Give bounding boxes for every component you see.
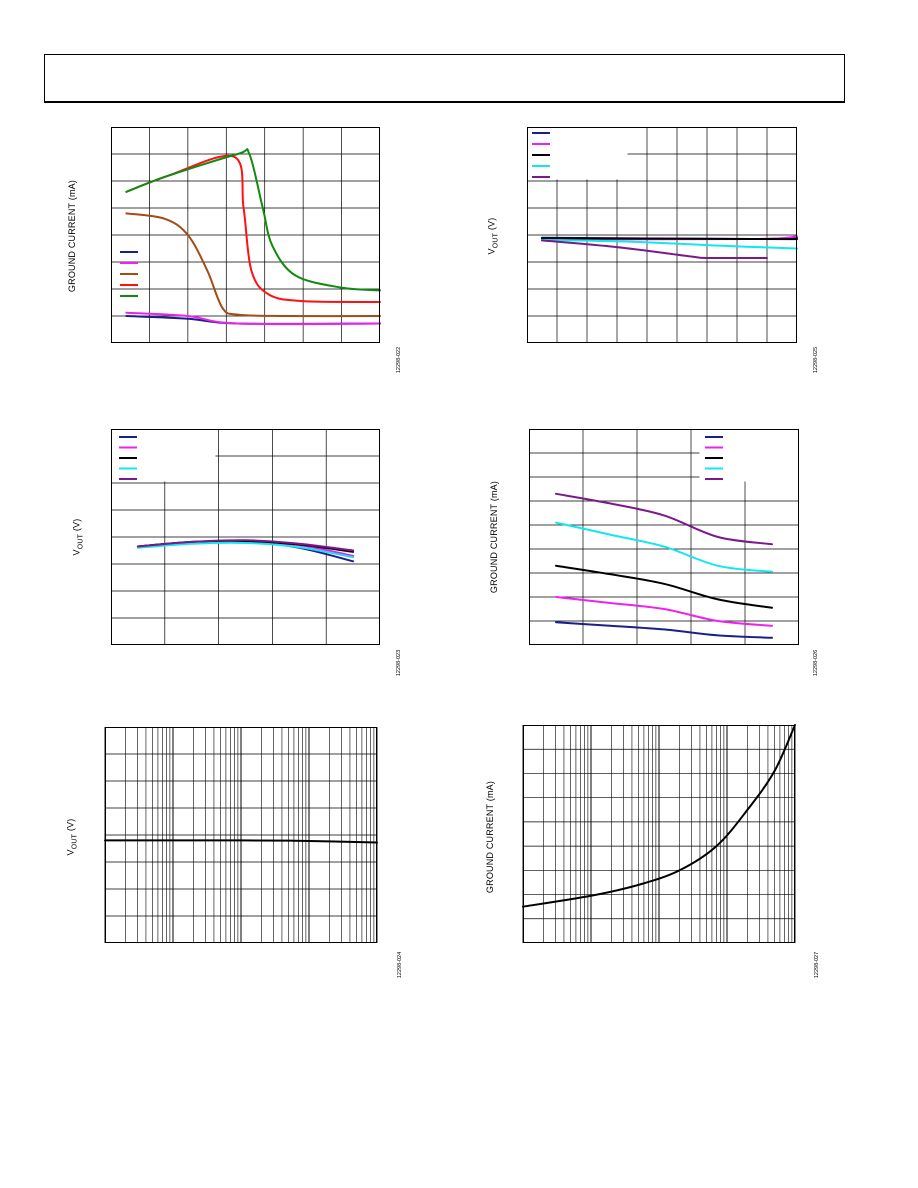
chart-plot-area <box>104 727 378 943</box>
chart-plot-area <box>111 127 381 343</box>
chart-svg <box>529 429 800 645</box>
legend-box <box>527 127 628 180</box>
series-line-brown <box>125 212 381 318</box>
figure-code: 12298-023 <box>396 649 402 677</box>
legend <box>120 251 138 297</box>
series-group <box>125 148 381 326</box>
plot-frame <box>527 127 797 343</box>
gridlines <box>111 429 380 645</box>
figure-code: 12298-026 <box>813 649 819 677</box>
series-line-purple <box>541 239 768 260</box>
chart-svg <box>527 127 798 343</box>
plot-frame <box>111 429 380 645</box>
plot-frame <box>523 725 795 943</box>
legend <box>532 132 550 178</box>
series-line-cyan <box>541 238 798 250</box>
legend <box>119 436 137 480</box>
figure-code: 12298-027 <box>814 951 820 979</box>
series-line-black <box>522 724 796 908</box>
series-line-magenta <box>125 311 381 326</box>
figure-code: 12298-025 <box>813 346 819 374</box>
chart-svg <box>104 727 378 943</box>
series-group <box>136 539 355 563</box>
series-line-navy <box>125 315 381 325</box>
series-line-green <box>125 148 381 292</box>
series-line-cyan <box>136 541 355 559</box>
y-axis-label: GROUND CURRENT (mA) <box>489 480 499 594</box>
gridlines <box>104 727 378 943</box>
series-line-cyan <box>555 521 773 573</box>
y-axis-label: GROUND CURRENT (mA) <box>67 179 77 293</box>
series-line-black <box>555 564 773 609</box>
y-axis-label: VOUT (V) <box>71 518 85 556</box>
y-axis-label: GROUND CURRENT (mA) <box>485 780 495 894</box>
page-header-box <box>44 54 845 102</box>
legend-box <box>111 429 216 482</box>
gridlines <box>522 725 796 943</box>
series-group <box>541 235 798 260</box>
series-group <box>522 724 796 908</box>
plot-frame <box>105 727 377 943</box>
chart-svg <box>522 724 796 943</box>
series-line-purple <box>136 539 355 552</box>
series-line-purple <box>555 492 773 546</box>
series-group <box>104 839 378 844</box>
y-axis-label: VOUT (V) <box>65 818 79 856</box>
plot-frame <box>529 429 799 645</box>
chart-plot-area <box>529 429 800 645</box>
chart-plot-area <box>527 127 798 343</box>
y-axis-label: VOUT (V) <box>486 217 500 255</box>
legend-box <box>699 429 800 482</box>
series-line-black <box>104 839 378 844</box>
chart-plot-area <box>522 724 796 943</box>
chart-plot-area <box>111 429 380 645</box>
figure-code: 12298-022 <box>396 346 402 374</box>
series-line-magenta <box>555 596 773 627</box>
chart-svg <box>111 429 380 645</box>
plot-frame <box>111 127 380 343</box>
series-line-navy <box>555 621 773 639</box>
header-rule <box>44 101 845 103</box>
chart-svg <box>111 127 381 343</box>
series-group <box>555 492 773 639</box>
legend <box>705 436 723 480</box>
figure-code: 12298-024 <box>397 951 403 979</box>
series-line-black <box>541 237 798 241</box>
